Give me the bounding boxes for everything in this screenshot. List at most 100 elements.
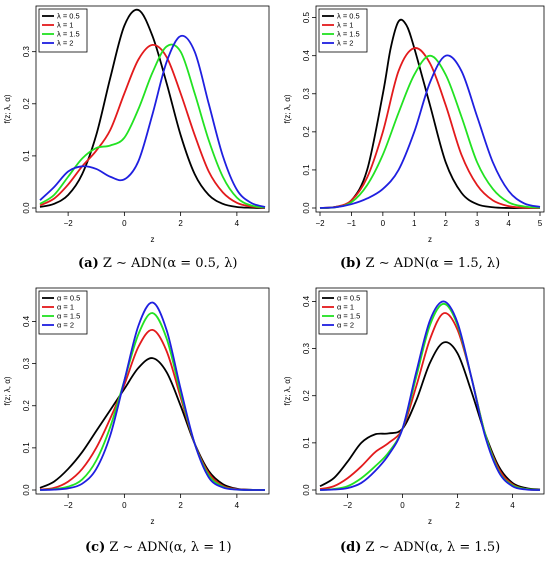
caption-d: (d) Z ∼ ADN(α, λ = 1.5)	[340, 540, 500, 555]
y-tick-label: 0.3	[302, 88, 311, 100]
x-tick-label: 5	[538, 219, 543, 228]
x-tick-label: 2	[443, 219, 448, 228]
series-line-4	[319, 300, 541, 491]
legend-label: α = 2	[337, 321, 354, 330]
caption-c-text: Z ∼ ADN(α, λ = 1)	[109, 540, 232, 555]
x-tick-label: 2	[178, 501, 183, 510]
caption-b-text: Z ∼ ADN(α = 1.5, λ)	[365, 256, 501, 271]
chart-panel-c: −2 0 2 4 0.0 0.1 0.2 0.3 0.4 z f(z; λ, α) α = 0.5 α …	[0, 282, 275, 532]
y-tick-label: 0.2	[302, 390, 311, 402]
series-line-3	[39, 43, 266, 209]
chart-c: −2 0 2 40.00.10.20.30.4zf(z; λ, α)α = 0.5α …	[3, 287, 270, 526]
legend-label: λ = 2	[337, 39, 353, 48]
legend-box	[318, 8, 368, 53]
x-axis-label: z	[151, 517, 155, 526]
legend-label: α = 0.5	[57, 294, 80, 303]
series-line-4	[319, 54, 541, 209]
x-tick-label: 0	[381, 219, 386, 228]
legend-label: λ = 0.5	[337, 12, 360, 21]
x-tick-label: −2	[315, 219, 325, 228]
chart-b: −2 −1 0 1 2 3 4 5 0.0 0.1 0.2 0.3 0.4 0.5 z f(z; λ, α) λ…	[283, 5, 545, 244]
x-tick-label: 2	[178, 219, 183, 228]
y-tick-label: 0.1	[302, 164, 311, 176]
legend-label: λ = 1.5	[57, 30, 80, 39]
y-tick-label: 0.4	[302, 50, 311, 62]
series-line-1	[39, 357, 266, 491]
x-tick-label: 2	[455, 501, 460, 510]
legend-label: α = 1.5	[57, 312, 80, 321]
legend-label: λ = 1.5	[337, 30, 360, 39]
caption-a-label: (a)	[78, 256, 99, 271]
legend-label: α = 1	[57, 303, 74, 312]
plot-frame	[35, 5, 270, 213]
y-tick-label: 0.2	[22, 400, 31, 412]
y-axis-label: f(z; λ, α)	[283, 94, 292, 123]
caption-d-text: Z ∼ ADN(α, λ = 1.5)	[365, 540, 501, 555]
x-tick-label: 3	[475, 219, 480, 228]
y-tick-label: 0.0	[22, 484, 31, 496]
x-tick-label: −2	[343, 501, 353, 510]
y-axis-label: f(z; λ, α)	[3, 94, 12, 123]
x-axis-label: z	[428, 235, 432, 244]
y-tick-label: 0.1	[302, 437, 311, 449]
chart-panel-b: −2 −1 0 1 2 3 4 5 0.0 0.1 0.2 0.3 0.4 0.5 z f(z; λ, α) λ…	[280, 0, 550, 250]
x-tick-label: 1	[412, 219, 417, 228]
series-line-4	[39, 301, 266, 491]
caption-a: (a) Z ∼ ADN(α = 0.5, λ)	[78, 256, 238, 271]
x-axis-label: z	[151, 235, 155, 244]
y-tick-label: 0.1	[22, 150, 31, 162]
y-tick-label: 0.2	[22, 98, 31, 110]
plot-frame	[315, 5, 545, 213]
caption-c: (c) Z ∼ ADN(α, λ = 1)	[85, 540, 232, 555]
chart-panel-d: −2 0 2 4 0.0 0.1 0.2 0.3 0.4 z f(z; λ, α) α = 0.5 α …	[280, 282, 550, 532]
chart-panel-a: −2 0 2 4 0.0 0.1 0.2 0.3 z f(z; λ, α) λ = 0.5 λ = 1…	[0, 0, 275, 250]
legend-box	[38, 8, 88, 53]
legend-label: α = 0.5	[337, 294, 360, 303]
x-tick-label: 4	[235, 501, 240, 510]
y-tick-label: 0.0	[22, 202, 31, 214]
y-tick-label: 0.3	[22, 46, 31, 58]
legend-label: α = 1	[337, 303, 354, 312]
series-line-1	[39, 8, 266, 209]
series-line-2	[39, 329, 266, 491]
chart-a: −2 0 2 40.00.10.20.3zf(z; λ, α)λ = 0.5λ = 1…	[3, 5, 270, 244]
series-line-3	[319, 54, 541, 209]
x-tick-label: −2	[64, 501, 74, 510]
legend-label: λ = 1	[57, 21, 73, 30]
x-tick-label: 4	[506, 219, 511, 228]
series-line-4	[39, 34, 266, 208]
y-tick-label: 0.4	[302, 295, 311, 307]
series-line-2	[319, 47, 541, 209]
y-axis-label: f(z; λ, α)	[3, 376, 12, 405]
legend-label: λ = 2	[57, 39, 73, 48]
x-tick-label: −1	[347, 219, 357, 228]
plot-frame	[315, 287, 545, 495]
y-tick-label: 0.0	[302, 484, 311, 496]
caption-a-text: Z ∼ ADN(α = 0.5, λ)	[102, 256, 238, 271]
x-axis-label: z	[428, 517, 432, 526]
y-axis-label: f(z; λ, α)	[283, 376, 292, 405]
y-tick-label: 0.5	[302, 12, 311, 24]
caption-c-label: (c)	[85, 540, 106, 555]
y-tick-label: 0.2	[302, 126, 311, 138]
series-line-2	[39, 44, 266, 209]
legend-label: α = 2	[57, 321, 74, 330]
x-tick-label: 0	[400, 501, 405, 510]
chart-d: −2 0 2 40.00.10.20.30.4zf(z; λ, α)α = 0.5α …	[283, 287, 545, 526]
series-line-2	[319, 312, 541, 491]
x-tick-label: 0	[122, 219, 127, 228]
x-tick-label: 4	[235, 219, 240, 228]
y-tick-label: 0.3	[22, 358, 31, 370]
y-tick-label: 0.1	[22, 442, 31, 454]
y-tick-label: 0.0	[302, 202, 311, 214]
caption-b: (b) Z ∼ ADN(α = 1.5, λ)	[340, 256, 500, 271]
x-tick-label: 0	[122, 501, 127, 510]
caption-d-label: (d)	[340, 540, 362, 555]
legend-label: λ = 0.5	[57, 12, 80, 21]
y-tick-label: 0.4	[22, 315, 31, 327]
legend-label: λ = 1	[337, 21, 353, 30]
caption-b-label: (b)	[340, 256, 362, 271]
legend-label: α = 1.5	[337, 312, 360, 321]
series-line-1	[319, 341, 541, 491]
y-tick-label: 0.3	[302, 342, 311, 354]
